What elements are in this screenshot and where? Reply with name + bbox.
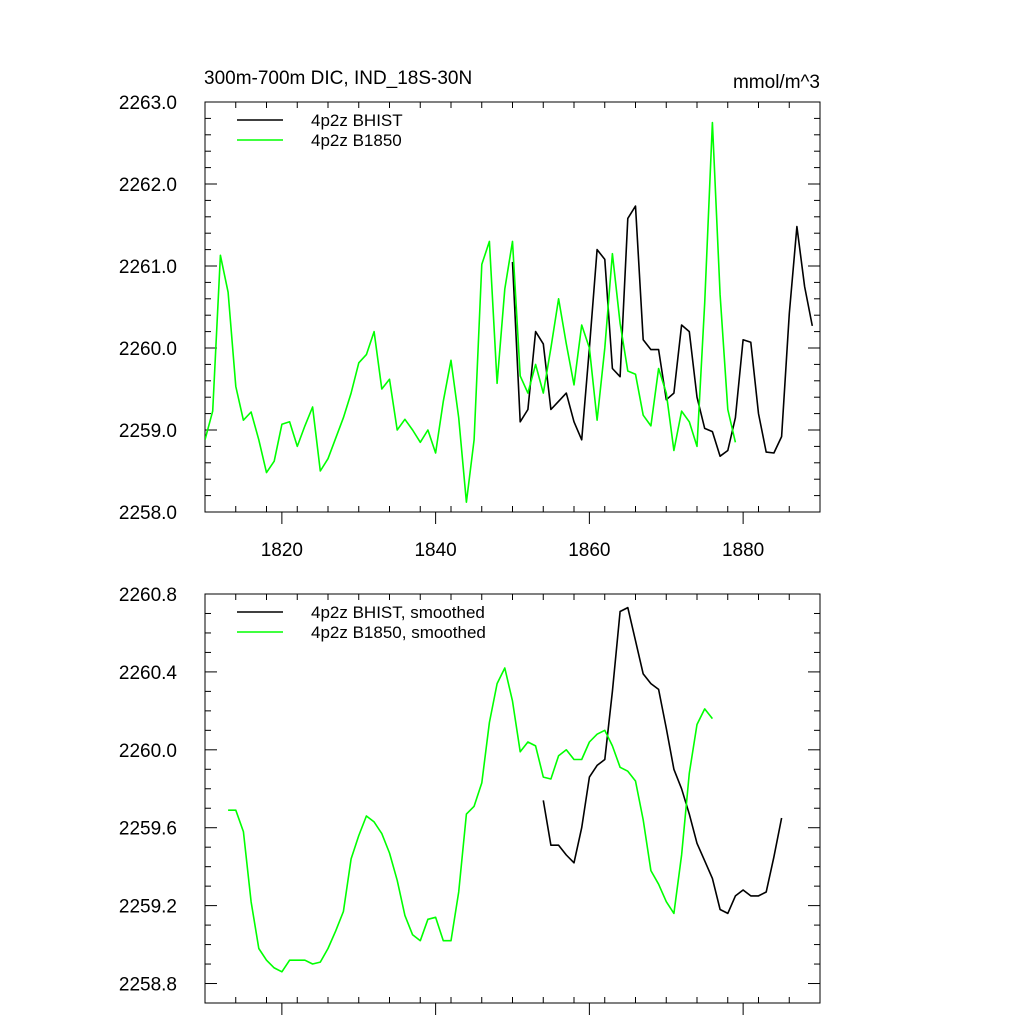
x-tick-label: 1880 [722, 540, 764, 561]
x-tick-label: 1820 [261, 540, 303, 561]
y-tick-label: 2259.6 [119, 819, 177, 840]
x-tick-label: 1840 [414, 540, 456, 561]
legend-label: 4p2z BHIST [311, 111, 403, 130]
series-line-bhist [542, 606, 783, 915]
y-tick-label: 2260.8 [119, 585, 177, 606]
units-label: mmol/m^3 [733, 72, 820, 93]
y-tick-label: 2261.0 [119, 257, 177, 278]
y-tick-label: 2260.0 [119, 339, 177, 360]
top-panel: 300m-700m DIC, IND_18S-30N mmol/m^3 1820… [119, 68, 821, 561]
x-tick-label: 1860 [568, 540, 610, 561]
y-tick-label: 2259.0 [119, 421, 177, 442]
y-tick-label: 2260.0 [119, 741, 177, 762]
bottom-panel: 2258.8 2259.2 2259.6 2260.0 2260.4 2260.8 4p2z… [119, 585, 821, 1015]
y-tick-label: 2259.2 [119, 897, 177, 918]
series-line-b1850 [205, 121, 737, 504]
legend-label: 4p2z B1850 [311, 131, 402, 150]
legend-label: 4p2z B1850, smoothed [311, 623, 486, 642]
plot-frame [204, 593, 821, 1004]
y-tick-label: 2260.4 [119, 663, 178, 684]
chart-title: 300m-700m DIC, IND_18S-30N [204, 68, 472, 89]
y-tick-label: 2258.8 [119, 975, 177, 996]
y-tick-label: 2262.0 [119, 175, 177, 196]
legend-label: 4p2z BHIST, smoothed [311, 603, 485, 622]
series-line-bhist [511, 205, 814, 458]
y-tick-label: 2263.0 [119, 93, 177, 114]
series-line-b1850 [228, 667, 714, 973]
y-tick-label: 2258.0 [119, 503, 177, 524]
